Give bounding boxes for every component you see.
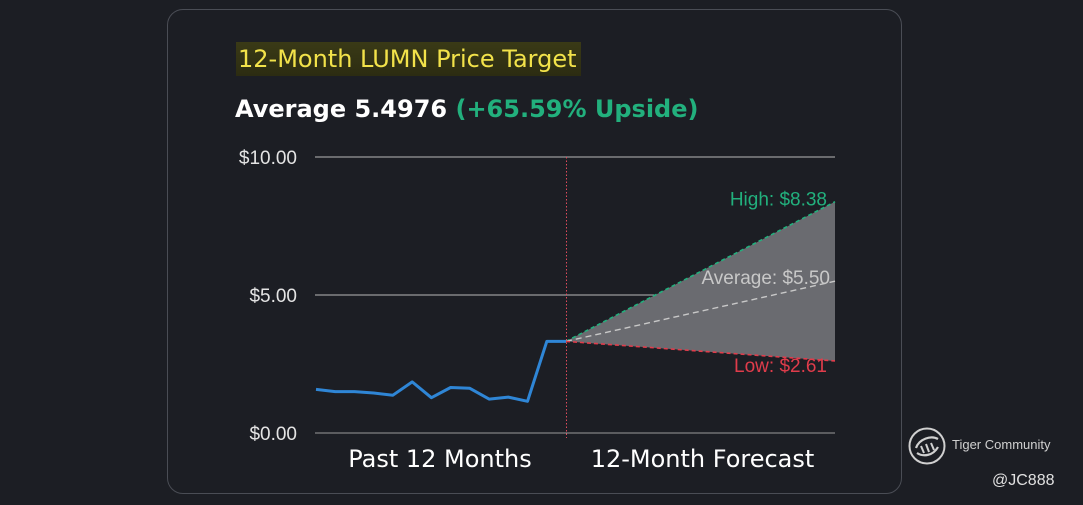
average-target-line xyxy=(565,280,836,343)
y-tick-label: $10.00 xyxy=(239,148,297,169)
y-axis-ticks: $0.00 $5.00 $10.00 xyxy=(239,148,297,445)
low-target-label: Low: $2.61 xyxy=(734,356,827,377)
average-target-label: Average: $5.50 xyxy=(701,268,830,289)
x-category-label: 12-Month Forecast xyxy=(591,445,815,473)
x-category-label: Past 12 Months xyxy=(348,445,532,473)
forecast-area xyxy=(565,201,836,362)
x-axis-categories: Past 12 Months 12-Month Forecast xyxy=(348,445,814,473)
forecast-labels: High: $8.38 Average: $5.50 Low: $2.61 xyxy=(701,190,830,377)
average-summary: Average 5.4976 (+65.59% Upside) xyxy=(235,95,698,123)
low-target-line xyxy=(565,340,836,362)
high-target-label: High: $8.38 xyxy=(730,190,827,211)
forecast-range-fill xyxy=(566,201,835,361)
history-series xyxy=(315,339,566,403)
watermark-brand: Tiger Community xyxy=(952,437,1051,452)
average-value: Average 5.4976 xyxy=(235,95,448,123)
tiger-community-logo-icon xyxy=(908,427,946,465)
high-target-line xyxy=(565,201,836,343)
history-price-line xyxy=(315,339,566,403)
y-tick-label: $5.00 xyxy=(249,286,297,307)
watermark-handle: @JC888 xyxy=(992,472,1055,489)
upside-percent: (+65.59% Upside) xyxy=(455,95,699,123)
y-tick-label: $0.00 xyxy=(249,424,297,445)
chart-title: 12-Month LUMN Price Target xyxy=(236,42,581,76)
